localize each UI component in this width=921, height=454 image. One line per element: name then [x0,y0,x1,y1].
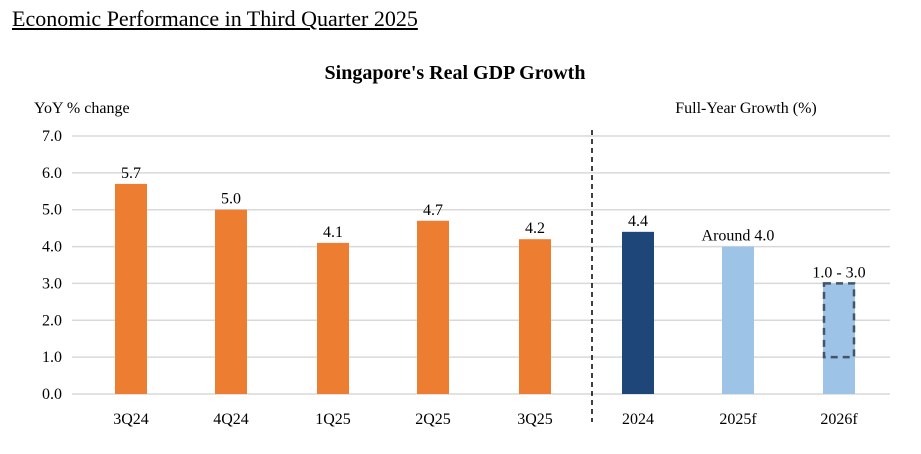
chart-title: Singapore's Real GDP Growth [325,62,586,84]
bar-2026f [823,283,855,394]
bar-3Q24 [115,183,147,394]
full-year-label: Full-Year Growth (%) [675,100,816,117]
y-tick-label: 0.0 [42,386,62,403]
x-tick-label: 2026f [820,411,858,428]
y-tick-label: 2.0 [42,312,62,329]
bar-2024 [622,231,654,394]
y-tick-label: 1.0 [42,349,62,366]
bar-4Q24 [215,209,247,394]
y-tick-label: 7.0 [42,128,62,145]
data-label: 1.0 - 3.0 [812,264,865,281]
page-title: Economic Performance in Third Quarter 20… [12,6,418,31]
y-tick-label: 5.0 [42,202,62,219]
bar-3Q25 [519,239,551,394]
range-box-2026f [822,282,856,359]
bar-2025f [722,246,754,394]
data-label: 5.0 [221,191,241,208]
y-axis-label: YoY % change [34,100,130,117]
x-tick-label: 2Q25 [415,411,451,428]
data-label: 4.4 [628,213,648,230]
y-tick-label: 3.0 [42,275,62,292]
x-tick-label: 2024 [622,411,654,428]
x-tick-label: 2025f [719,411,757,428]
x-tick-label: 4Q24 [213,411,249,428]
bar-1Q25 [317,242,349,394]
x-tick-label: 1Q25 [315,411,351,428]
x-tick-label: 3Q25 [517,411,553,428]
data-label: 4.2 [525,220,545,237]
y-tick-label: 4.0 [42,239,62,256]
y-tick-label: 6.0 [42,165,62,182]
data-label: 5.7 [121,165,141,182]
x-tick-label: 3Q24 [113,411,149,428]
bar-2Q25 [417,220,449,394]
data-label: 4.7 [423,202,443,219]
data-label: 4.1 [323,224,343,241]
data-label: Around 4.0 [702,228,775,245]
